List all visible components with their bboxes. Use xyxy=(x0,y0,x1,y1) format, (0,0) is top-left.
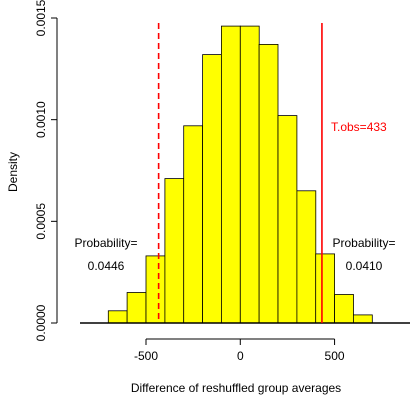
y-tick-label-2: 0.0010 xyxy=(34,101,48,138)
x-axis: -500 0 500 xyxy=(134,338,345,363)
y-axis: 0.0000 0.0005 0.0010 0.0015 xyxy=(34,0,58,341)
histogram-bars xyxy=(107,25,373,324)
histogram-bar-4 xyxy=(183,125,203,324)
histogram-bar-6 xyxy=(220,25,241,324)
histogram-bar-7 xyxy=(239,25,260,324)
histogram-bar-0 xyxy=(107,310,128,324)
histogram-bar-12 xyxy=(334,294,354,324)
x-tick-label-2: 500 xyxy=(325,349,345,363)
histogram-bar-2 xyxy=(145,255,166,324)
x-tick-label-0: -500 xyxy=(134,349,158,363)
right-probability-value: 0.0410 xyxy=(346,259,383,273)
histogram-bar-13 xyxy=(352,314,373,324)
histogram-bar-11 xyxy=(315,253,336,324)
tobs-label: T.obs=433 xyxy=(331,120,387,134)
histogram-bar-9 xyxy=(277,115,298,324)
y-axis-title: Density xyxy=(6,152,20,192)
left-probability-value: 0.0446 xyxy=(88,259,125,273)
x-axis-title: Difference of reshuffled group averages xyxy=(131,381,341,395)
histogram-bar-8 xyxy=(258,44,279,324)
y-tick-label-1: 0.0005 xyxy=(34,203,48,240)
y-tick-label-0: 0.0000 xyxy=(34,304,48,341)
histogram-bar-3 xyxy=(164,178,185,324)
histogram-bar-5 xyxy=(202,54,222,324)
x-tick-label-1: 0 xyxy=(237,349,244,363)
histogram-bar-1 xyxy=(126,292,147,324)
right-probability-label: Probability= xyxy=(332,236,395,250)
y-tick-label-3: 0.0015 xyxy=(34,0,48,36)
left-probability-label: Probability= xyxy=(74,236,137,250)
histogram-bar-10 xyxy=(296,190,317,324)
